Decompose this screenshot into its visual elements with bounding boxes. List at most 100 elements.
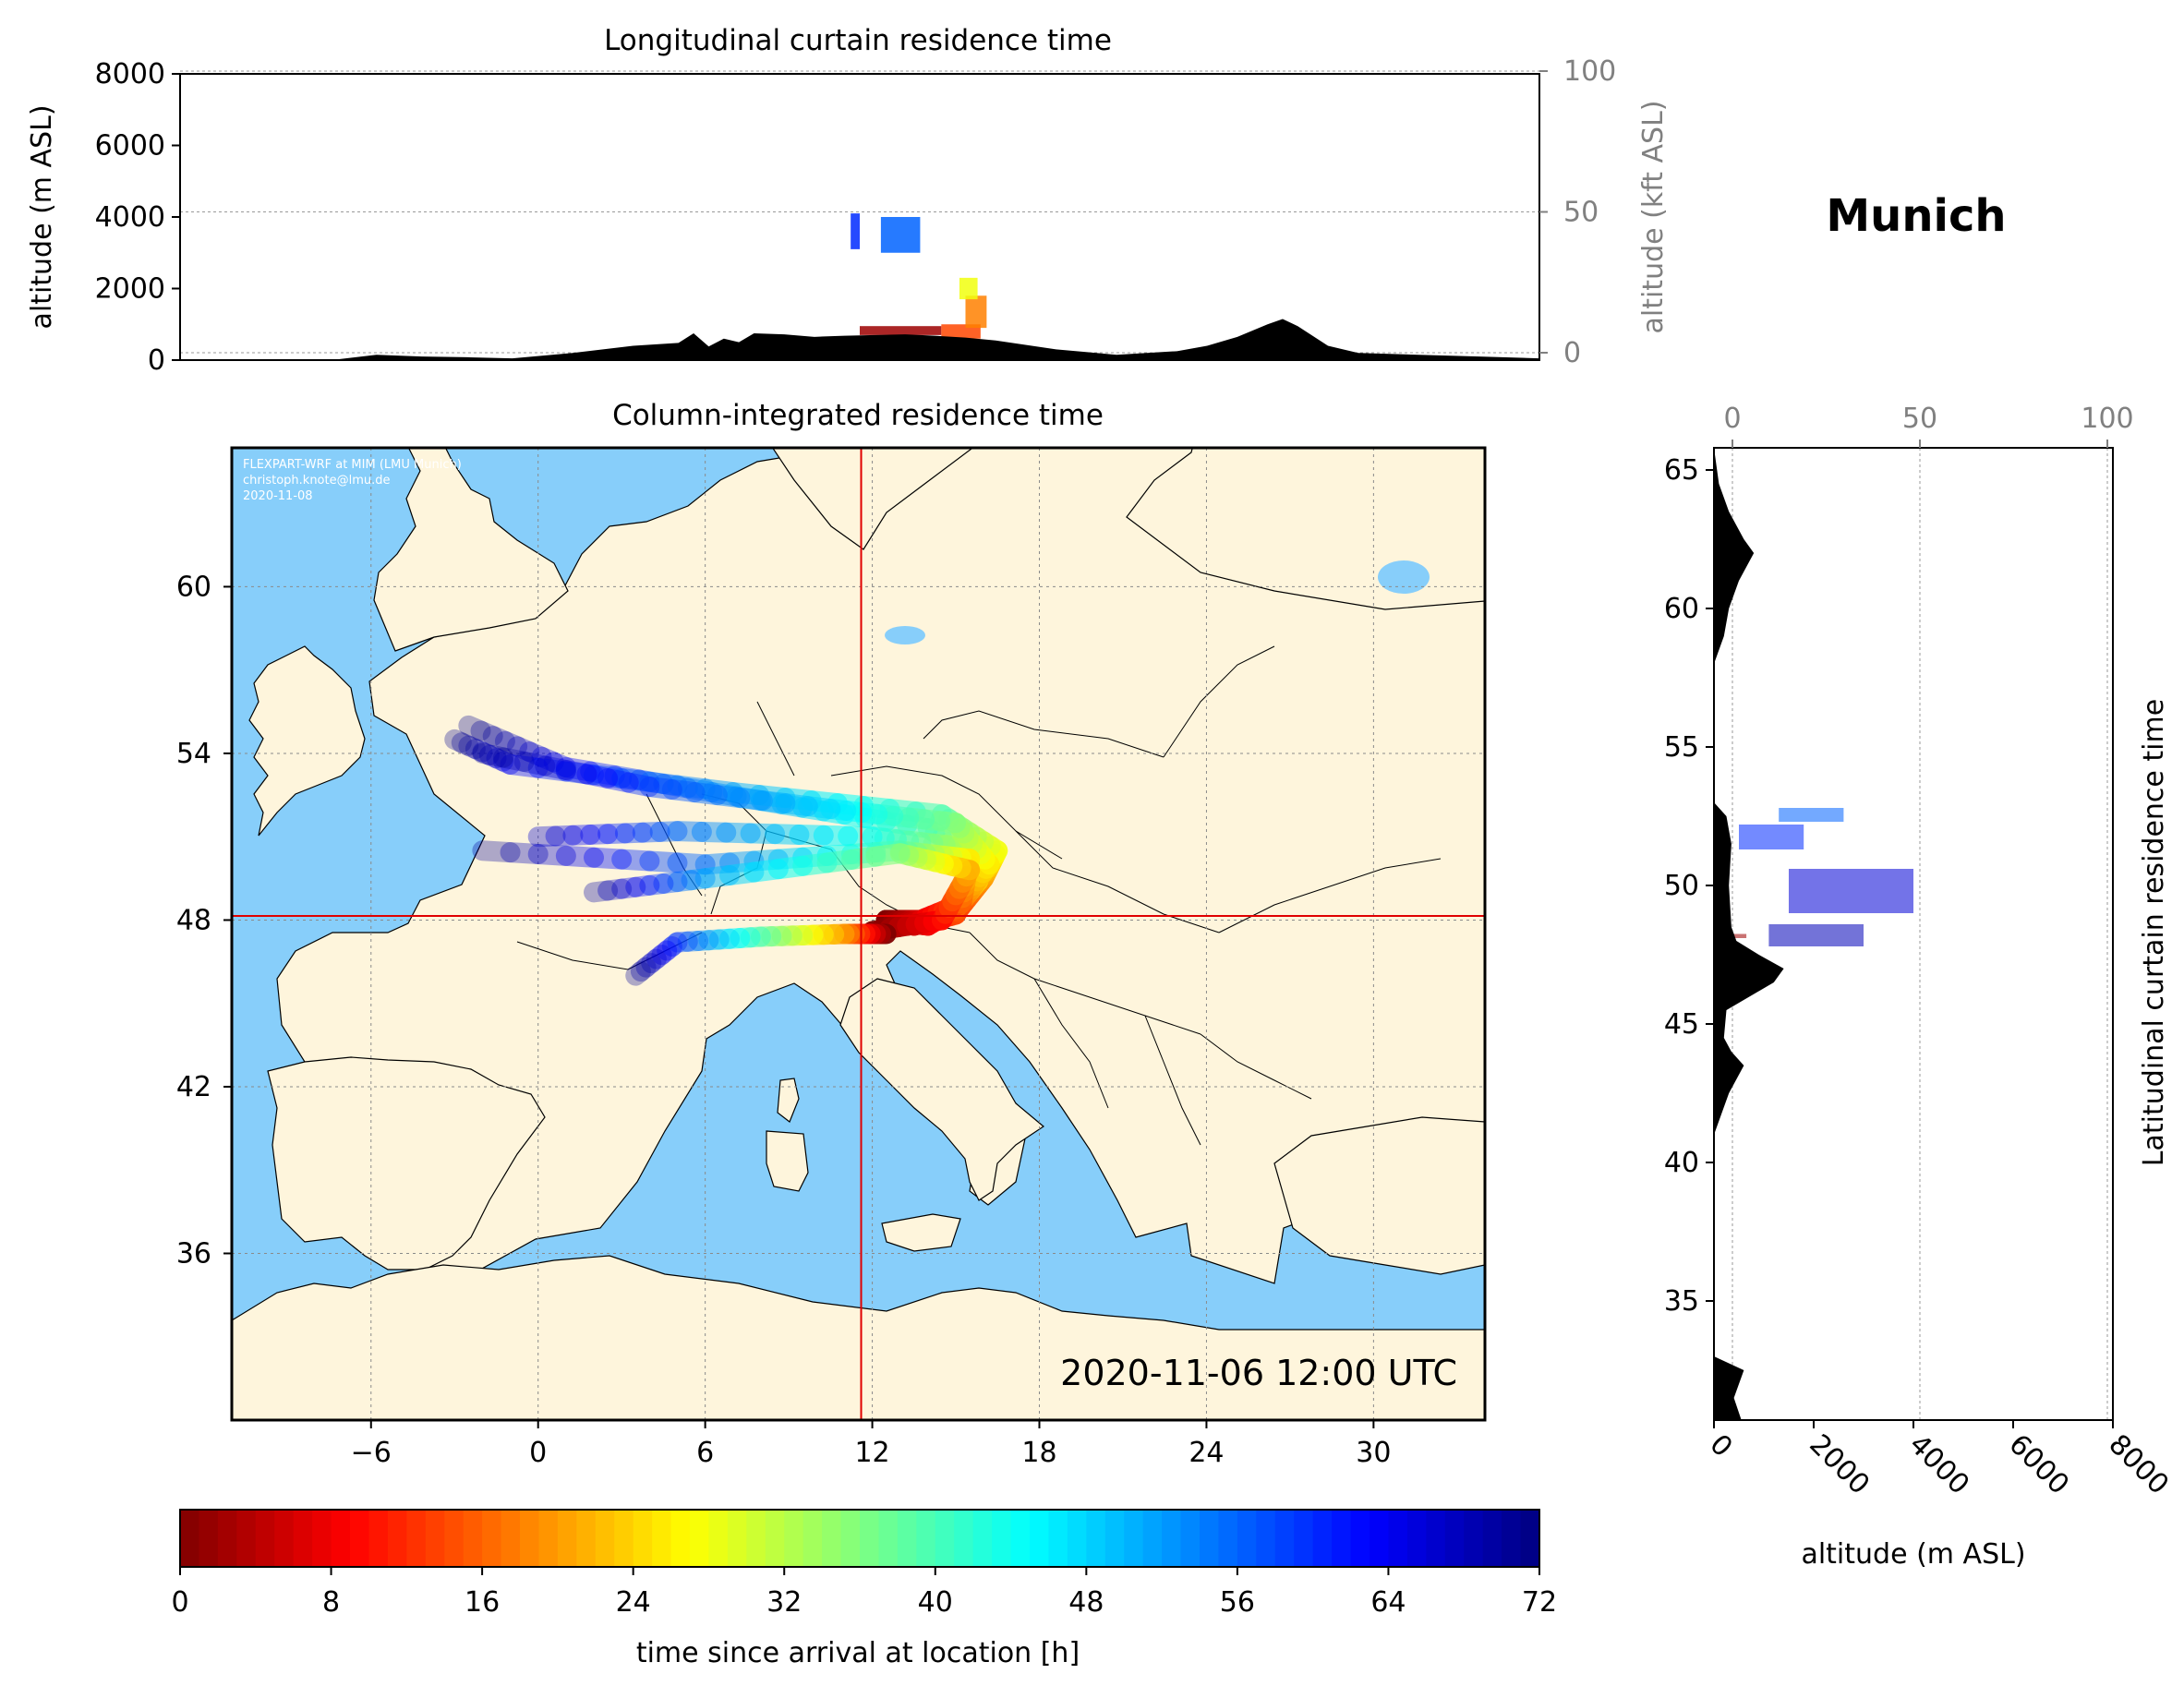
map-plume-segment xyxy=(611,876,646,899)
map-plume-segment xyxy=(458,715,491,741)
map-plume-segment xyxy=(527,825,566,848)
latitudinal-x2-ticks: 0 50 100 xyxy=(1723,403,2134,448)
colorbar-block xyxy=(1256,1510,1276,1567)
latitudinal-plume-cell xyxy=(1779,808,1844,822)
map-plume-segment xyxy=(562,824,601,846)
colorbar-block xyxy=(935,1510,955,1567)
colorbar-tick-label: 0 xyxy=(171,1586,188,1619)
map-plume-segment xyxy=(694,852,741,875)
map-plume-segment xyxy=(661,932,688,957)
map-plume-segment xyxy=(597,768,639,793)
map-y-tick-label: 60 xyxy=(176,571,211,603)
map-frame xyxy=(230,446,1487,1422)
map-x-tick-label: 24 xyxy=(1189,1437,1224,1469)
colorbar-block xyxy=(765,1510,785,1567)
colorbar-tick-label: 72 xyxy=(1522,1586,1557,1619)
release-crosshair xyxy=(232,448,1485,1420)
colorbar-block xyxy=(538,1510,559,1567)
latitudinal-x2-tick-label: 100 xyxy=(2081,403,2133,435)
map-plume-segment xyxy=(507,736,540,763)
land-turkey xyxy=(1273,1116,1485,1275)
longitudinal-plume-cell xyxy=(959,277,978,300)
colorbar-block xyxy=(557,1510,577,1567)
map-plume-segment xyxy=(493,751,521,775)
colorbar-block xyxy=(1124,1510,1144,1567)
land-corsica xyxy=(777,1078,800,1123)
map-plume-segment xyxy=(493,747,535,772)
map-x-tick-label: 0 xyxy=(529,1437,547,1469)
map-plume-segment xyxy=(719,850,765,873)
colorbar-block xyxy=(1426,1510,1446,1567)
map-plume-segment xyxy=(444,729,472,753)
land-africa xyxy=(232,1255,1485,1420)
longitudinal-title: Longitudinal curtain residence time xyxy=(604,24,1112,57)
map-plume-segment xyxy=(691,821,737,843)
colorbar-block xyxy=(878,1510,899,1567)
longitudinal-terrain xyxy=(180,319,1539,360)
latitudinal-x-tick-label: 2000 xyxy=(1803,1428,1876,1501)
latitudinal-y-ticks: 35 40 45 50 55 60 65 xyxy=(1664,454,1714,1318)
credits-line-2: christoph.knote@lmu.de xyxy=(243,474,391,488)
map-plume-segment xyxy=(531,746,564,773)
colorbar-block xyxy=(1030,1510,1050,1567)
map-plume-segment xyxy=(657,936,682,961)
map-plume-segment xyxy=(576,764,619,789)
latitudinal-plume-cell xyxy=(1739,825,1804,849)
latitudinal-y-tick-label: 45 xyxy=(1664,1008,1699,1041)
map-plume-segment xyxy=(458,735,486,760)
location-title: Munich xyxy=(1826,190,2006,242)
map-plume-segment xyxy=(684,782,728,806)
credits-line-3: 2020-11-08 xyxy=(243,489,313,503)
map-plume-segment xyxy=(597,823,635,845)
map-plume-segment xyxy=(478,744,507,769)
map-plume-segment xyxy=(702,782,747,807)
latitudinal-title: Latitudinal curtain residence time xyxy=(2138,699,2170,1166)
colorbar-block xyxy=(633,1510,653,1567)
map-grid xyxy=(232,448,1485,1420)
colorbar-block xyxy=(727,1510,747,1567)
colorbar-block xyxy=(312,1510,332,1567)
map-plume-segment xyxy=(641,948,667,974)
longitudinal-y-ticks: 0 2000 4000 6000 8000 xyxy=(95,58,180,377)
colorbar-block xyxy=(690,1510,710,1567)
colorbar-tick-label: 64 xyxy=(1370,1586,1406,1619)
colorbar-block xyxy=(387,1510,407,1567)
map-plume-segment xyxy=(543,752,576,777)
colorbar-block xyxy=(897,1510,917,1567)
colorbar-block xyxy=(425,1510,445,1567)
longitudinal-y-tick-label: 2000 xyxy=(95,273,165,306)
latitudinal-plume-cell xyxy=(1768,924,1864,946)
colorbar-block xyxy=(1406,1510,1427,1567)
colorbar-block xyxy=(217,1510,237,1567)
land-italy xyxy=(839,978,1045,1201)
colorbar-block xyxy=(1332,1510,1352,1567)
colorbar-block xyxy=(670,1510,691,1567)
colorbar-block xyxy=(1370,1510,1390,1567)
colorbar-block xyxy=(822,1510,842,1567)
longitudinal-y2-tick-label: 0 xyxy=(1563,337,1581,369)
map-y-tick-label: 42 xyxy=(176,1071,211,1103)
map-plume-segment xyxy=(722,782,770,806)
longitudinal-y-tick-label: 0 xyxy=(148,344,165,377)
colorbar-block xyxy=(350,1510,370,1567)
timestamp: 2020-11-06 12:00 UTC xyxy=(1060,1353,1457,1393)
colorbar-frame xyxy=(179,1509,1540,1568)
map-plume-segment xyxy=(580,761,625,787)
map-plume-segment xyxy=(639,850,688,873)
map-plume-segment xyxy=(611,768,660,792)
map-plume-segment xyxy=(500,753,549,778)
latitudinal-plume xyxy=(1729,808,1913,946)
colorbar-block xyxy=(1104,1510,1125,1567)
colorbar-block xyxy=(746,1510,766,1567)
map-plume-segment xyxy=(765,824,810,845)
map-x-tick-label: 18 xyxy=(1021,1437,1056,1469)
colorbar-tick-label: 40 xyxy=(918,1586,953,1619)
colorbar-tick-label: 56 xyxy=(1220,1586,1255,1619)
latitudinal-x-tick-label: 8000 xyxy=(2102,1428,2175,1501)
map-plume-segment xyxy=(653,774,698,799)
map-plume-segment xyxy=(618,772,660,798)
longitudinal-ylabel: altitude (m ASL) xyxy=(26,104,58,329)
longitudinal-y2-tick-label: 50 xyxy=(1563,197,1599,229)
latitudinal-x-tick-label: 4000 xyxy=(1902,1428,1975,1501)
